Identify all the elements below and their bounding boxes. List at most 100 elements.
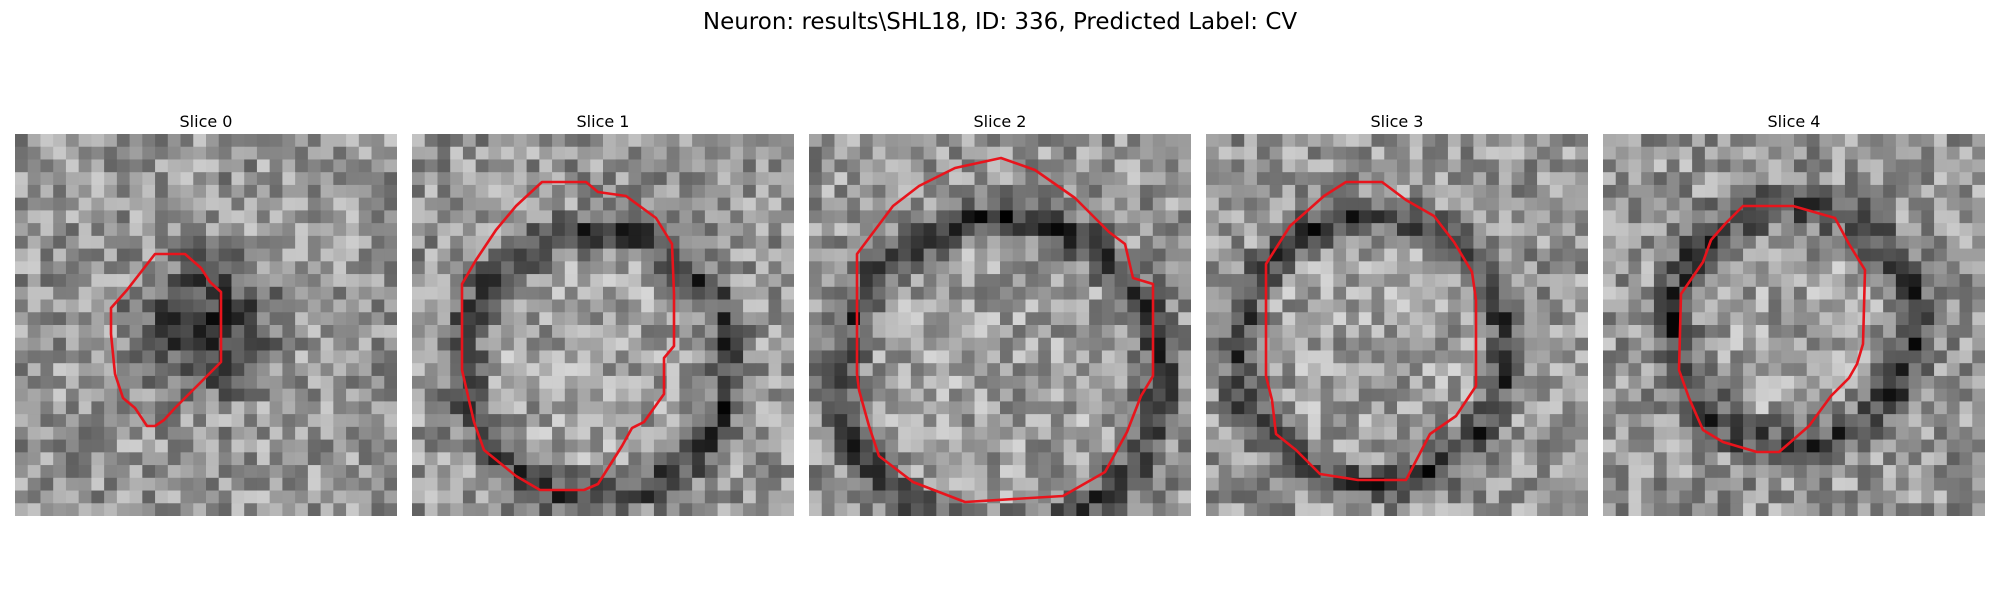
pixel xyxy=(462,172,477,186)
pixel xyxy=(1282,325,1296,339)
pixel xyxy=(1076,337,1090,351)
pixel xyxy=(1524,375,1538,390)
pixel xyxy=(1384,350,1398,364)
pixel xyxy=(1549,375,1563,390)
pixel xyxy=(679,452,693,466)
pixel xyxy=(358,426,372,440)
pixel xyxy=(704,375,718,390)
pixel xyxy=(104,134,118,148)
pixel xyxy=(256,350,271,364)
pixel xyxy=(180,223,194,237)
pixel xyxy=(384,490,397,504)
pixel xyxy=(1231,375,1245,390)
pixel xyxy=(320,414,334,428)
pixel xyxy=(1603,490,1617,504)
pixel xyxy=(987,414,1001,428)
pixel xyxy=(1755,503,1769,516)
pixel xyxy=(65,350,80,364)
pixel xyxy=(834,414,848,428)
pixel xyxy=(961,439,975,453)
pixel xyxy=(768,426,782,440)
pixel xyxy=(949,325,963,339)
pixel xyxy=(295,184,309,199)
pixel xyxy=(180,312,194,326)
pixel xyxy=(1628,452,1642,466)
pixel xyxy=(1806,197,1820,211)
pixel xyxy=(206,426,220,440)
pixel xyxy=(1946,388,1960,402)
pixel xyxy=(1295,477,1309,491)
pixel xyxy=(1307,261,1321,275)
pixel xyxy=(424,159,438,173)
pixel xyxy=(666,477,680,491)
pixel xyxy=(1692,197,1706,211)
pixel xyxy=(1641,337,1655,351)
pixel xyxy=(1895,452,1909,466)
pixel xyxy=(1498,426,1512,440)
pixel xyxy=(78,312,92,326)
pixel xyxy=(859,159,874,173)
pixel xyxy=(974,375,988,390)
pixel xyxy=(269,490,283,504)
pixel xyxy=(1549,363,1563,377)
pixel xyxy=(1307,286,1321,300)
pixel xyxy=(1384,312,1398,326)
pixel xyxy=(1101,197,1115,211)
pixel xyxy=(1000,375,1014,390)
pixel xyxy=(974,363,988,377)
pixel xyxy=(1895,235,1909,249)
pixel xyxy=(834,210,848,224)
pixel xyxy=(834,312,848,326)
pixel xyxy=(1743,235,1757,249)
pixel xyxy=(231,312,245,326)
pixel xyxy=(1025,350,1039,364)
pixel xyxy=(910,325,924,339)
pixel xyxy=(539,286,553,300)
pixel xyxy=(1781,172,1795,186)
pixel xyxy=(1946,261,1960,275)
pixel xyxy=(885,299,899,313)
pixel xyxy=(526,223,540,237)
pixel xyxy=(1537,439,1551,453)
pixel xyxy=(65,172,80,186)
pixel xyxy=(1717,350,1731,364)
pixel xyxy=(1717,235,1731,249)
pixel xyxy=(679,388,693,402)
pixel xyxy=(1549,388,1563,402)
pixel xyxy=(1076,426,1090,440)
pixel xyxy=(27,363,41,377)
pixel xyxy=(564,134,578,148)
pixel xyxy=(1641,350,1655,364)
pixel xyxy=(1653,197,1668,211)
pixel xyxy=(346,477,360,491)
pixel xyxy=(1934,223,1948,237)
pixel xyxy=(1768,477,1782,491)
pixel xyxy=(1768,325,1782,339)
pixel xyxy=(936,388,950,402)
pixel xyxy=(231,452,245,466)
pixel xyxy=(1524,426,1538,440)
pixel xyxy=(1603,503,1617,516)
membrane-contour xyxy=(109,252,223,428)
pixel xyxy=(27,159,41,173)
pixel xyxy=(755,159,769,173)
pixel xyxy=(307,388,321,402)
pixel xyxy=(1717,401,1731,415)
pixel xyxy=(1050,248,1065,262)
pixel xyxy=(974,350,988,364)
pixel xyxy=(1794,159,1808,173)
pixel xyxy=(1717,159,1731,173)
pixel xyxy=(1641,414,1655,428)
pixel xyxy=(1628,401,1642,415)
pixel xyxy=(603,401,617,415)
pixel xyxy=(501,146,515,160)
pixel xyxy=(1114,146,1128,160)
pixel xyxy=(577,146,591,160)
pixel xyxy=(1358,286,1372,300)
pixel xyxy=(910,375,924,390)
pixel xyxy=(1422,184,1436,199)
pixel xyxy=(1384,197,1398,211)
pixel xyxy=(1346,503,1360,516)
pixel xyxy=(1346,439,1360,453)
pixel xyxy=(1781,248,1795,262)
